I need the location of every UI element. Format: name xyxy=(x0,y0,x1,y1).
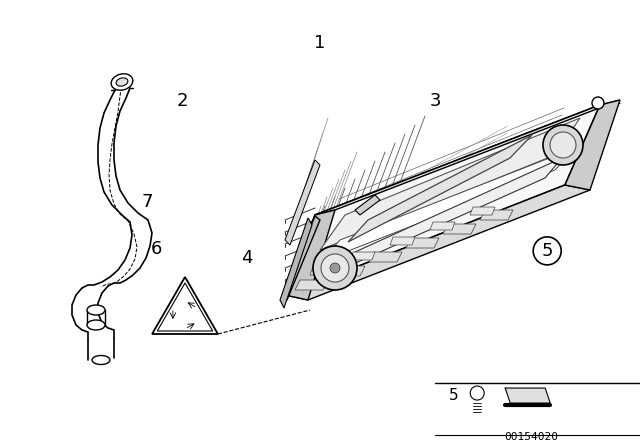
Polygon shape xyxy=(87,310,105,325)
Circle shape xyxy=(543,125,583,165)
Polygon shape xyxy=(443,224,476,234)
Polygon shape xyxy=(369,252,402,262)
Ellipse shape xyxy=(87,320,105,330)
Polygon shape xyxy=(320,118,580,250)
Ellipse shape xyxy=(87,305,105,315)
Circle shape xyxy=(550,132,576,158)
Polygon shape xyxy=(285,185,590,300)
Polygon shape xyxy=(310,267,335,275)
Text: 2: 2 xyxy=(177,92,188,110)
Polygon shape xyxy=(480,210,513,220)
Circle shape xyxy=(470,386,484,400)
Ellipse shape xyxy=(116,78,128,86)
Text: 00154020: 00154020 xyxy=(504,432,558,442)
Polygon shape xyxy=(320,148,575,262)
Polygon shape xyxy=(157,283,212,331)
Circle shape xyxy=(330,263,340,273)
Circle shape xyxy=(321,254,349,282)
Polygon shape xyxy=(470,207,495,215)
Polygon shape xyxy=(315,100,620,215)
Text: 3: 3 xyxy=(429,92,441,110)
Polygon shape xyxy=(340,158,562,270)
Text: 5: 5 xyxy=(541,242,553,260)
Polygon shape xyxy=(332,266,365,276)
Polygon shape xyxy=(280,218,312,308)
Polygon shape xyxy=(285,105,600,295)
Text: 1: 1 xyxy=(314,34,326,52)
Polygon shape xyxy=(282,216,320,300)
Circle shape xyxy=(313,246,357,290)
Text: 5: 5 xyxy=(449,388,458,403)
Polygon shape xyxy=(295,280,328,290)
Polygon shape xyxy=(355,195,380,215)
Ellipse shape xyxy=(92,356,110,365)
Ellipse shape xyxy=(111,74,133,90)
Polygon shape xyxy=(285,160,320,245)
Polygon shape xyxy=(430,222,455,230)
Text: 6: 6 xyxy=(151,240,163,258)
Circle shape xyxy=(592,97,604,109)
Polygon shape xyxy=(152,277,218,334)
Polygon shape xyxy=(350,252,375,260)
Text: 4: 4 xyxy=(241,249,252,267)
Polygon shape xyxy=(348,135,532,242)
Text: 7: 7 xyxy=(141,193,153,211)
Circle shape xyxy=(533,237,561,265)
Polygon shape xyxy=(285,210,335,300)
Polygon shape xyxy=(565,100,620,190)
Polygon shape xyxy=(390,237,415,245)
Polygon shape xyxy=(406,238,439,248)
Polygon shape xyxy=(505,388,550,403)
